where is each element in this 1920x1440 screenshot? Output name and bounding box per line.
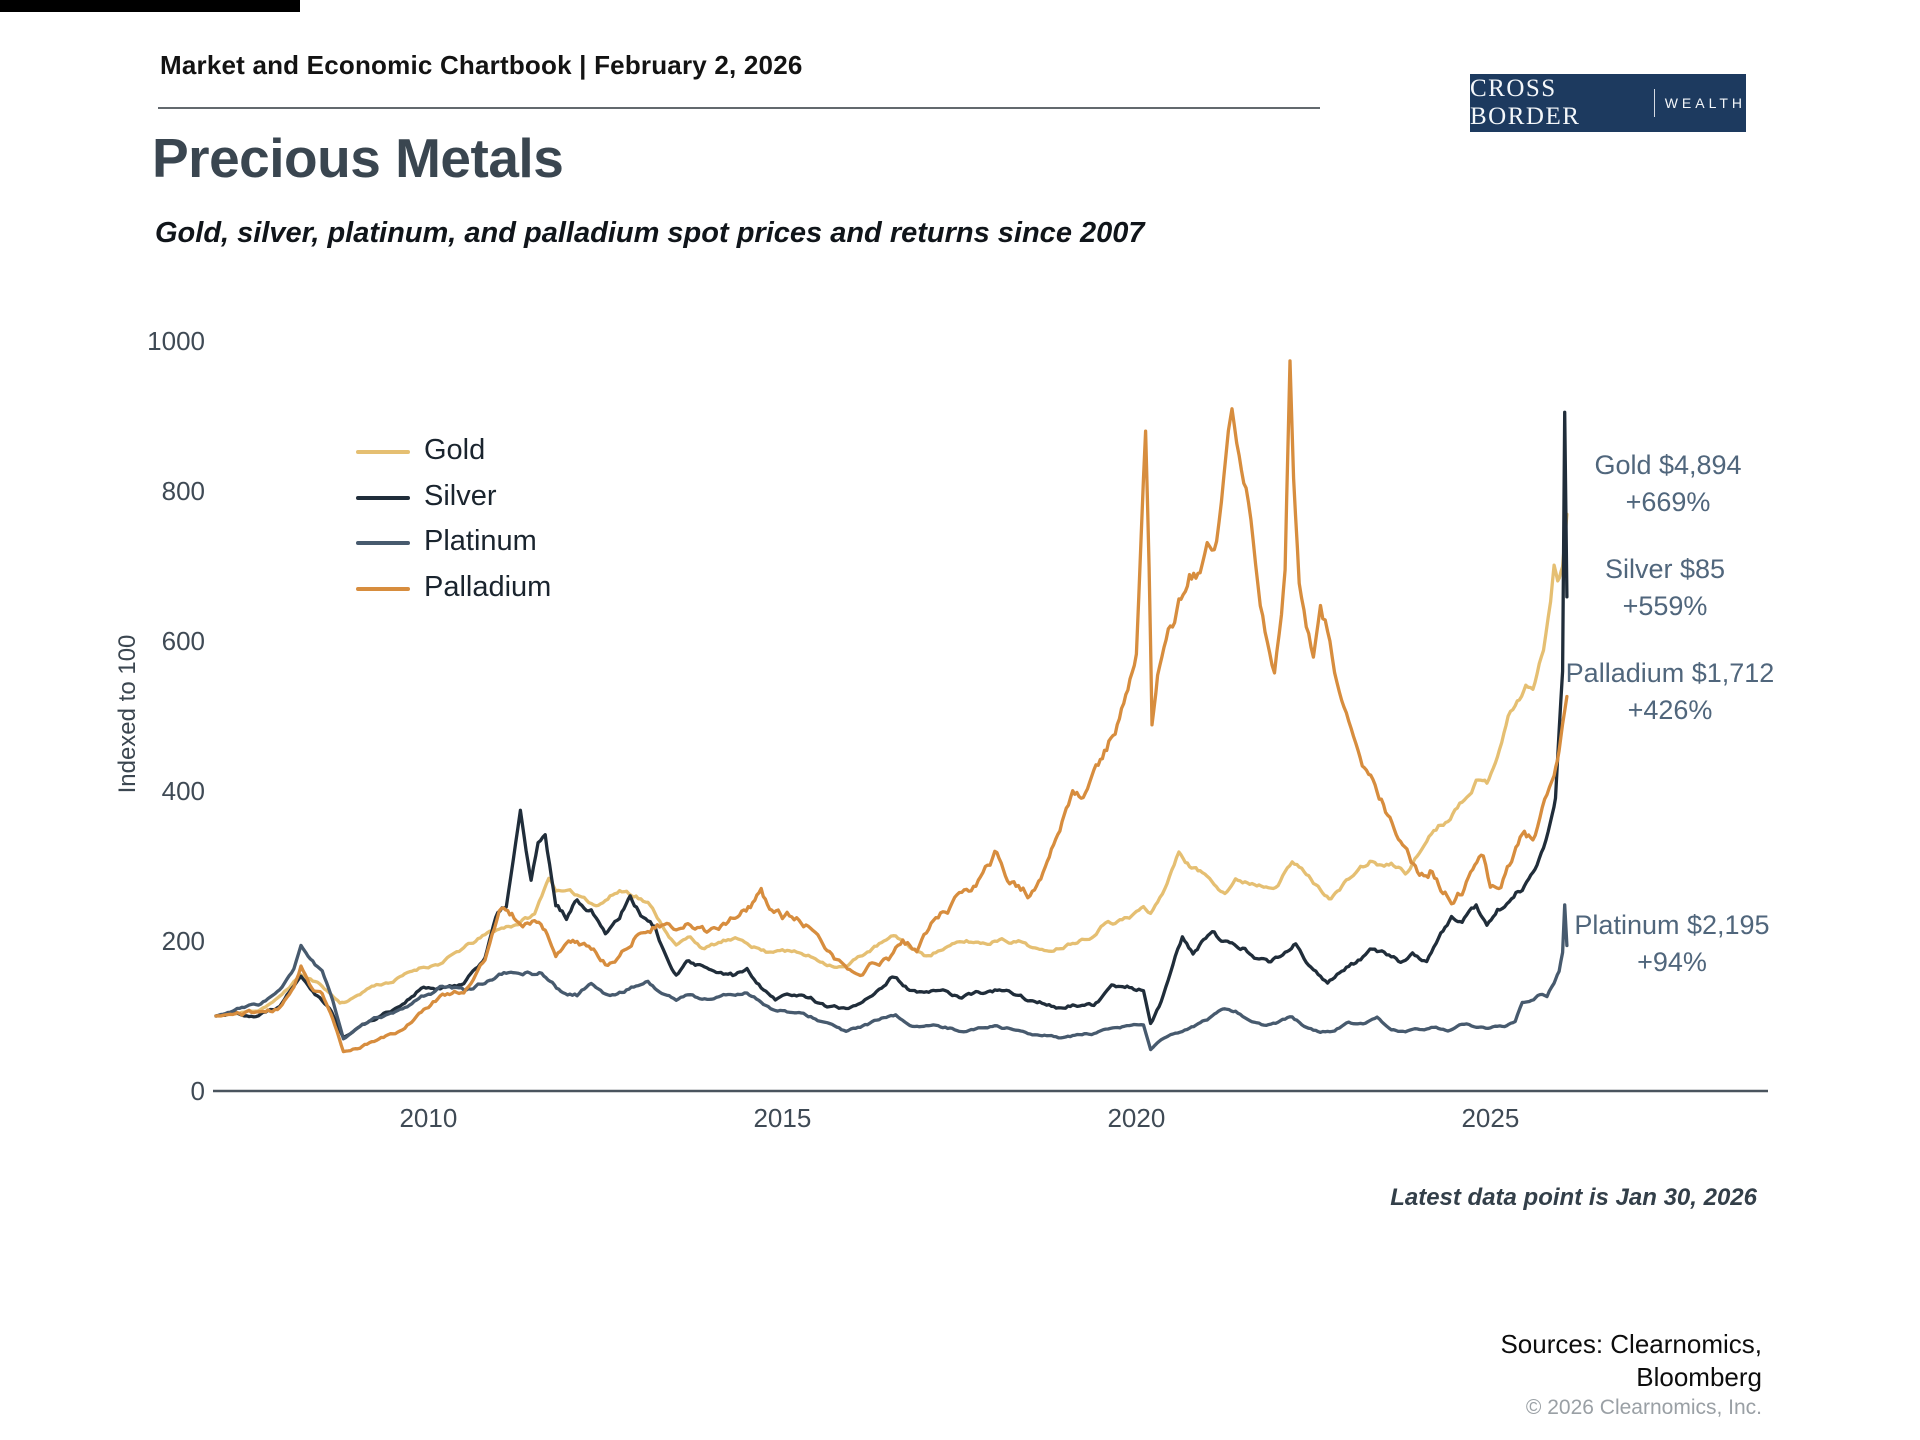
palladium-end-label: Palladium $1,712 +426% — [1500, 655, 1840, 729]
legend-swatch-platinum — [356, 541, 410, 545]
platinum-end-label-line: Platinum $2,195 — [1574, 910, 1770, 940]
sources-text: Sources: Clearnomics, Bloomberg — [1162, 1328, 1762, 1394]
silver-end-label-line: +559% — [1622, 591, 1708, 621]
y-tick-0: 0 — [190, 1076, 205, 1106]
page-title: Precious Metals — [152, 127, 564, 189]
logo-divider — [1653, 89, 1655, 117]
gold-end-label: Gold $4,894 +669% — [1498, 447, 1838, 521]
legend-label-silver: Silver — [424, 480, 497, 512]
palladium-series-line — [214, 359, 1569, 1054]
latest-data-footnote: Latest data point is Jan 30, 2026 — [1390, 1184, 1757, 1211]
legend-swatch-gold — [356, 450, 410, 454]
y-tick-800: 800 — [161, 476, 205, 506]
header-divider — [158, 107, 1320, 109]
window-edge-artifact — [0, 0, 300, 12]
logo-secondary-text: WEALTH — [1664, 95, 1746, 111]
x-tick-2025: 2025 — [1461, 1103, 1520, 1133]
gold-end-label-line: +669% — [1625, 487, 1711, 517]
logo-primary-text: CROSS BORDER — [1470, 75, 1581, 130]
palladium-end-label-line: +426% — [1627, 695, 1713, 725]
sources-line-1: Sources: Clearnomics, — [1500, 1329, 1762, 1359]
platinum-series-line — [214, 903, 1569, 1052]
y-tick-1000: 1000 — [147, 326, 205, 356]
platinum-end-label-line: +94% — [1637, 947, 1707, 977]
report-header: Market and Economic Chartbook | February… — [160, 50, 803, 80]
copyright-text: © 2026 Clearnomics, Inc. — [1525, 1396, 1762, 1419]
legend-swatch-silver — [356, 496, 410, 500]
legend-label-platinum: Platinum — [424, 525, 537, 557]
sources-line-2: Bloomberg — [1636, 1362, 1762, 1392]
x-tick-2010: 2010 — [399, 1103, 458, 1133]
platinum-end-label: Platinum $2,195 +94% — [1502, 907, 1842, 981]
cross-border-wealth-logo: CROSS BORDER WEALTH — [1470, 74, 1746, 132]
x-tick-2020: 2020 — [1107, 1103, 1166, 1133]
silver-series-line — [214, 410, 1569, 1040]
y-tick-600: 600 — [161, 626, 205, 656]
legend-swatch-palladium — [356, 587, 410, 591]
x-tick-2015: 2015 — [753, 1103, 812, 1133]
y-tick-400: 400 — [161, 776, 205, 806]
y-tick-200: 200 — [161, 926, 205, 956]
silver-end-label-line: Silver $85 — [1604, 554, 1726, 584]
palladium-end-label-line: Palladium $1,712 — [1565, 658, 1775, 688]
page-subtitle: Gold, silver, platinum, and palladium sp… — [155, 217, 1145, 249]
silver-end-label: Silver $85 +559% — [1495, 551, 1835, 625]
legend-label-palladium: Palladium — [424, 571, 552, 603]
legend-label-gold: Gold — [424, 434, 486, 466]
gold-series-line — [214, 512, 1569, 1018]
gold-end-label-line: Gold $4,894 — [1594, 450, 1742, 480]
